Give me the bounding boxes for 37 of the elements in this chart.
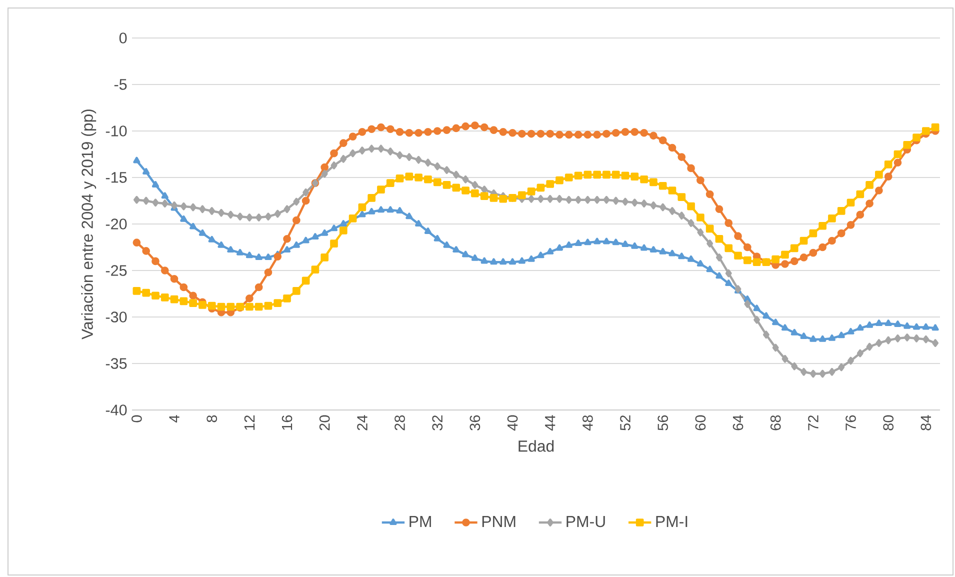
y-tick-label: -35 [106,358,127,369]
x-tick-label: 80 [883,415,894,430]
x-tick-label: 40 [507,415,518,431]
y-axis-title: Variación entre 2004 y 2019 (pp) [81,110,96,340]
y-tick-label: -25 [106,265,127,276]
x-tick-label: 68 [770,415,781,430]
y-tick-label: -20 [106,218,127,230]
legend-label: PM-I [656,516,688,527]
x-tick-label: 20 [319,415,330,430]
x-tick-label: 64 [732,415,744,430]
x-tick-label: 12 [244,415,255,430]
x-tick-label: 52 [620,415,630,430]
y-tick-label: -30 [106,312,127,322]
y-tick-label: -15 [106,172,127,183]
y-tick-label: -10 [106,126,127,136]
x-tick-label: 32 [432,415,443,430]
legend-label: PNM [482,516,516,527]
x-tick-label: 4 [169,415,180,422]
x-tick-label: 48 [582,415,593,431]
x-tick-label: 76 [846,415,856,430]
x-tick-label: 60 [695,415,706,430]
y-tick-label: 0 [119,32,127,44]
x-tick-label: 56 [658,415,668,430]
x-tick-label: 8 [206,415,218,422]
y-tick-label: -5 [114,79,127,90]
x-tick-label: 16 [282,415,292,430]
legend-label: PM [410,516,431,527]
x-tick-label: 36 [470,415,480,430]
x-tick-label: 24 [357,415,368,430]
x-tick-label: 84 [920,415,932,430]
legend-label: PM-U [566,516,605,528]
x-axis-title: Edad [518,440,554,452]
x-tick-label: 28 [394,415,405,430]
x-tick-label: 0 [132,415,142,422]
y-tick-label: -40 [106,404,127,416]
x-tick-label: 44 [545,415,556,431]
x-tick-label: 72 [808,415,818,430]
